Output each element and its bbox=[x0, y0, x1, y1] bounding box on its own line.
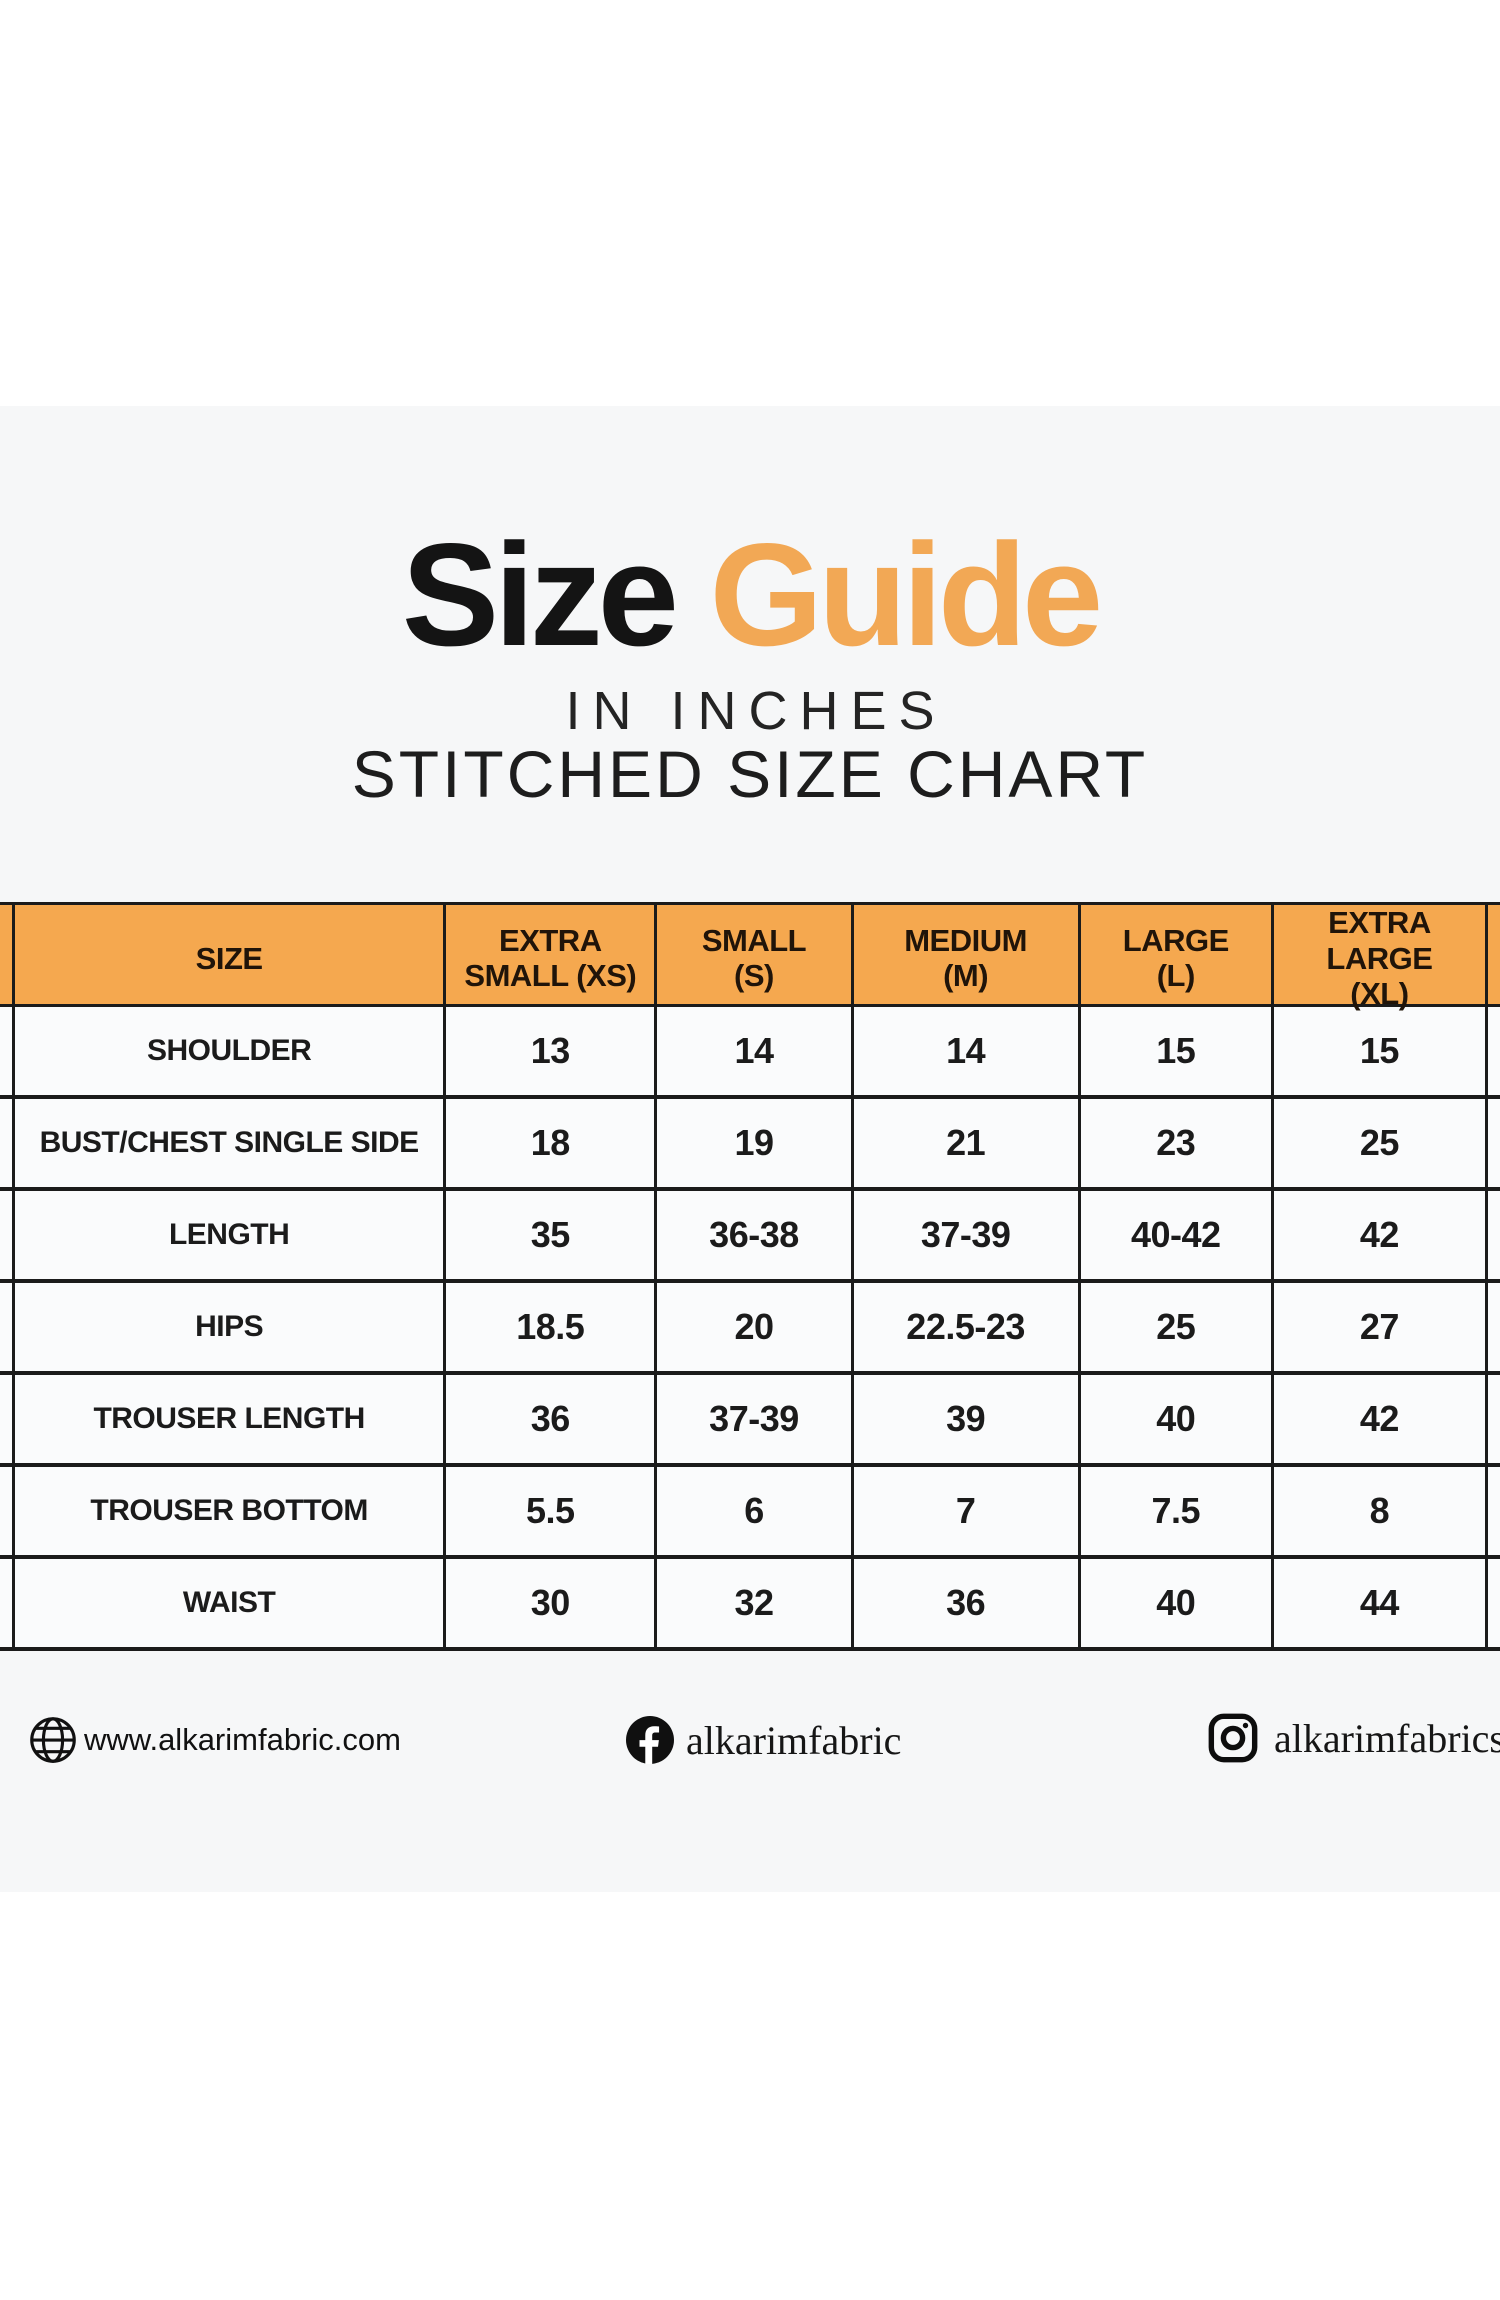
table-header-row: SIZE EXTRA SMALL (XS) SMALL (S) MEDIUM (M) LARG… bbox=[0, 902, 1500, 1012]
value-cell: 18 bbox=[446, 1099, 658, 1187]
table-row: WAIST 30 32 36 40 44 bbox=[0, 1559, 1500, 1651]
page-title: Size Guide bbox=[0, 522, 1500, 668]
header-cell-line1: LARGE bbox=[1122, 922, 1230, 958]
title-word-accent: Guide bbox=[709, 513, 1104, 676]
value-cell: 14 bbox=[854, 1007, 1081, 1095]
row-label-cell: LENGTH bbox=[15, 1191, 447, 1279]
header-cell-line1: EXTRA LARGE bbox=[1326, 905, 1433, 976]
facebook-icon bbox=[626, 1716, 674, 1764]
instagram-icon bbox=[1208, 1713, 1258, 1763]
instagram-handle: alkarimfabrics bbox=[1274, 1715, 1500, 1761]
header-cell-line2: (S) bbox=[734, 958, 774, 994]
table-row: TROUSER BOTTOM 5.5 6 7 7.5 8 bbox=[0, 1467, 1500, 1559]
header-cell-0: SIZE bbox=[15, 905, 447, 1012]
value-cell: 15 bbox=[1081, 1007, 1274, 1095]
row-label-cell: TROUSER LENGTH bbox=[15, 1375, 447, 1463]
value-cell: 30 bbox=[446, 1559, 658, 1647]
value-cell: 40 bbox=[1081, 1559, 1274, 1647]
table-header-inner: SIZE EXTRA SMALL (XS) SMALL (S) MEDIUM (M) LARG… bbox=[12, 905, 1488, 1012]
value-cell: 22.5-23 bbox=[854, 1283, 1081, 1371]
value-cell: 18.5 bbox=[446, 1283, 658, 1371]
table-row: BUST/CHEST SINGLE SIDE 18 19 21 23 25 bbox=[0, 1099, 1500, 1191]
value-cell: 23 bbox=[1081, 1099, 1274, 1187]
subtitle-units: IN INCHES bbox=[565, 681, 947, 741]
header-cell-3: MEDIUM (M) bbox=[854, 905, 1081, 1012]
value-cell: 40 bbox=[1081, 1375, 1274, 1463]
row-label-cell: HIPS bbox=[15, 1283, 447, 1371]
header-cell-5: EXTRA LARGE (XL) bbox=[1274, 905, 1485, 1012]
value-cell: 37-39 bbox=[657, 1375, 854, 1463]
website-item[interactable]: www.alkarimfabric.com bbox=[28, 1714, 401, 1766]
value-cell: 8 bbox=[1369, 1490, 1390, 1532]
table-row-inner: TROUSER BOTTOM 5.5 6 7 7.5 8 bbox=[12, 1467, 1488, 1555]
header-cell-line1: SIZE bbox=[195, 940, 263, 976]
value-cell: 42 bbox=[1359, 1214, 1400, 1256]
header-cell-line2: (M) bbox=[943, 958, 989, 994]
value-cell: 35 bbox=[446, 1191, 658, 1279]
table-row: SHOULDER 13 14 14 15 15 bbox=[0, 1007, 1500, 1099]
facebook-handle: alkarimfabric bbox=[686, 1717, 902, 1763]
header-cell-line2: (L) bbox=[1156, 958, 1196, 994]
value-cell: 25 bbox=[1081, 1283, 1274, 1371]
value-cell: 21 bbox=[854, 1099, 1081, 1187]
table-row-inner: HIPS 18.5 20 22.5-23 25 27 bbox=[12, 1283, 1488, 1371]
row-label-cell: TROUSER BOTTOM bbox=[15, 1467, 447, 1555]
value-cell: 15 bbox=[1359, 1030, 1400, 1072]
table-row-inner: BUST/CHEST SINGLE SIDE 18 19 21 23 25 bbox=[12, 1099, 1488, 1187]
header-cell-2: SMALL (S) bbox=[657, 905, 854, 1012]
value-cell: 20 bbox=[657, 1283, 854, 1371]
globe-icon bbox=[28, 1715, 78, 1765]
row-label-cell: WAIST bbox=[15, 1559, 447, 1647]
size-table: SIZE EXTRA SMALL (XS) SMALL (S) MEDIUM (M) LARG… bbox=[0, 902, 1500, 1651]
value-cell: 25 bbox=[1359, 1122, 1400, 1164]
value-cell: 7.5 bbox=[1081, 1467, 1274, 1555]
value-cell: 6 bbox=[657, 1467, 854, 1555]
value-cell: 39 bbox=[854, 1375, 1081, 1463]
row-label-cell: BUST/CHEST SINGLE SIDE bbox=[15, 1099, 447, 1187]
value-cell: 32 bbox=[657, 1559, 854, 1647]
header-cell-line1: EXTRA bbox=[499, 922, 602, 958]
header-cell-line2: (XL) bbox=[1350, 976, 1409, 1012]
value-cell: 36 bbox=[854, 1559, 1081, 1647]
value-cell: 27 bbox=[1359, 1306, 1400, 1348]
value-cell: 42 bbox=[1359, 1398, 1400, 1440]
instagram-item[interactable]: alkarimfabrics bbox=[1208, 1712, 1500, 1764]
header-cell-line2: SMALL (XS) bbox=[464, 958, 637, 994]
facebook-item[interactable]: alkarimfabric bbox=[626, 1714, 901, 1766]
title-word-primary: Size bbox=[401, 513, 679, 676]
value-cell: 7 bbox=[854, 1467, 1081, 1555]
table-row: LENGTH 35 36-38 37-39 40-42 42 bbox=[0, 1191, 1500, 1283]
website-label: www.alkarimfabric.com bbox=[84, 1722, 401, 1757]
header-cell-4: LARGE (L) bbox=[1081, 905, 1274, 1012]
value-cell: 37-39 bbox=[854, 1191, 1081, 1279]
table-row: TROUSER LENGTH 36 37-39 39 40 42 bbox=[0, 1375, 1500, 1467]
table-row-inner: SHOULDER 13 14 14 15 15 bbox=[12, 1007, 1488, 1095]
header-cell-line1: MEDIUM bbox=[904, 922, 1027, 958]
value-cell: 19 bbox=[657, 1099, 854, 1187]
header-cell-line1: SMALL bbox=[701, 922, 807, 958]
row-label-cell: SHOULDER bbox=[15, 1007, 447, 1095]
value-cell: 36-38 bbox=[657, 1191, 854, 1279]
table-row: HIPS 18.5 20 22.5-23 25 27 bbox=[0, 1283, 1500, 1375]
value-cell: 36 bbox=[446, 1375, 658, 1463]
value-cell: 5.5 bbox=[446, 1467, 658, 1555]
value-cell: 13 bbox=[446, 1007, 658, 1095]
subtitle-chart-name: STITCHED SIZE CHART bbox=[351, 737, 1149, 811]
value-cell: 14 bbox=[657, 1007, 854, 1095]
header-cell-1: EXTRA SMALL (XS) bbox=[446, 905, 658, 1012]
table-row-inner: LENGTH 35 36-38 37-39 40-42 42 bbox=[12, 1191, 1488, 1279]
value-cell: 40-42 bbox=[1081, 1191, 1274, 1279]
value-cell: 44 bbox=[1359, 1582, 1400, 1624]
table-row-inner: TROUSER LENGTH 36 37-39 39 40 42 bbox=[12, 1375, 1488, 1463]
table-row-inner: WAIST 30 32 36 40 44 bbox=[12, 1559, 1488, 1647]
